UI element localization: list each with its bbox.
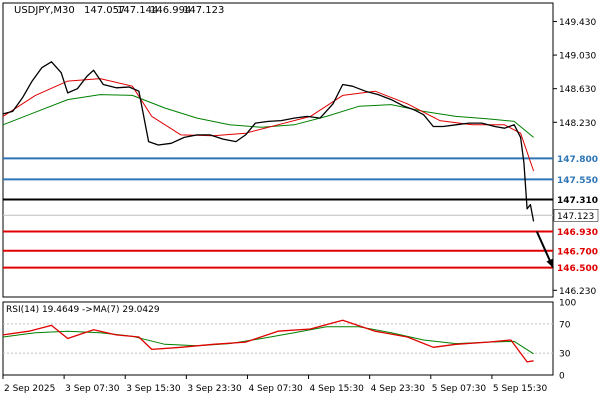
time-axis-tick-label: 5 Sep 15:30 (493, 384, 548, 394)
rsi-panel-frame (2, 301, 554, 376)
ohlc-close: 147.123 (183, 5, 224, 16)
price-line (2, 61, 535, 222)
ma-fast-line (2, 78, 535, 172)
rsi-line (2, 319, 534, 363)
rsi-axis-tick-label: 100 (559, 299, 576, 309)
price-panel-frame (2, 2, 554, 298)
rsi-panel: 100 70 30 0 (2, 299, 576, 382)
level-tag: 146.930 (557, 228, 598, 238)
time-axis-tick-label: 5 Sep 07:30 (432, 384, 487, 394)
rsi-ma-line (2, 326, 534, 355)
ma-slow-line (2, 94, 534, 138)
rsi-axis-tick-label: 30 (559, 350, 571, 360)
chart-title: USDJPY,M30 (14, 5, 75, 16)
level-tag: 146.700 (557, 247, 598, 257)
ohlc-open: 147.057 (84, 5, 125, 16)
price-axis-tick-label: 149.430 (559, 18, 596, 28)
price-panel: 149.430 149.030 148.630 148.230 146.230 147.8… (2, 2, 599, 298)
level-tag-bg (554, 152, 598, 165)
level-tag: 147.800 (557, 155, 598, 165)
price-axis-tick-label: 149.030 (559, 52, 596, 62)
current-price-tag-bg (553, 209, 599, 222)
current-price-tag: 147.123 (557, 212, 594, 222)
time-axis-tick-label: 3 Sep 23:30 (187, 384, 242, 394)
rsi-axis-tick-label: 0 (559, 372, 565, 382)
level-tag-bg (554, 193, 598, 206)
price-axis-tick-label: 148.230 (559, 119, 596, 129)
time-axis-tick-label: 2 Sep 2025 (4, 384, 55, 394)
projection-arrow-head (546, 258, 553, 268)
time-axis-tick-label: 4 Sep 15:30 (310, 384, 365, 394)
price-axis-tick-label: 146.230 (559, 287, 596, 297)
rsi-label: RSI(14) 19.4649 ->MA(7) 29.0429 (6, 305, 160, 315)
level-tag-bg (554, 225, 598, 238)
price-axis-tick-label: 148.630 (559, 85, 596, 95)
level-tag: 147.310 (557, 196, 598, 206)
ohlc-low: 146.994 (150, 5, 191, 16)
level-tag: 147.550 (557, 176, 598, 186)
time-axis-tick-label: 3 Sep 07:30 (65, 384, 120, 394)
time-axis: 2 Sep 2025 3 Sep 07:30 3 Sep 15:30 3 Sep 23… (2, 375, 548, 394)
time-axis-tick-label: 4 Sep 07:30 (248, 384, 303, 394)
time-axis-tick-label: 4 Sep 23:30 (371, 384, 426, 394)
ohlc-high: 147.144 (117, 5, 158, 16)
level-tag-bg (554, 261, 598, 274)
level-tag-bg (554, 244, 598, 257)
rsi-axis-tick-label: 70 (559, 320, 571, 330)
level-tag-bg (554, 173, 598, 186)
time-axis-tick-label: 3 Sep 15:30 (126, 384, 181, 394)
level-tag: 146.500 (557, 264, 598, 274)
